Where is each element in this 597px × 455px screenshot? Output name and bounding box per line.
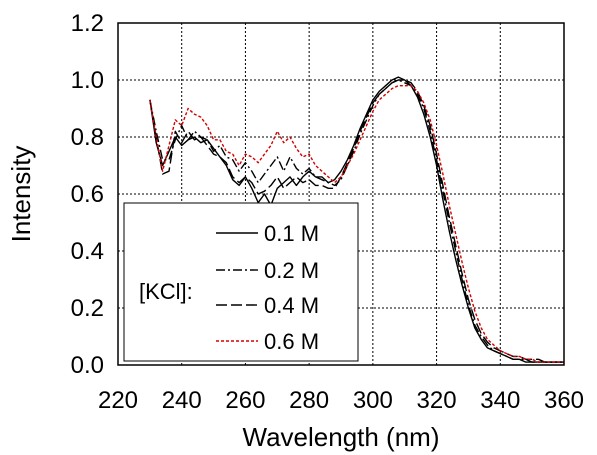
plot-frame [117, 22, 565, 366]
legend-title: [KCl]: [139, 279, 193, 304]
y-tick-label: 0.4 [71, 238, 104, 265]
legend-box [123, 202, 359, 362]
y-tick-label: 0.8 [71, 124, 104, 151]
y-axis-title: Intensity [6, 146, 36, 243]
legend-label: 0.2 M [264, 258, 319, 283]
y-tick-label: 1.2 [71, 10, 104, 37]
x-tick-label: 260 [225, 387, 265, 414]
series-lines [149, 76, 564, 363]
legend-label: 0.4 M [264, 293, 319, 318]
x-tick-labels: 220 240 260 280 300 320 340 360 [98, 387, 584, 414]
y-tick-label: 1.0 [71, 67, 104, 94]
x-axis-title: Wavelength (nm) [243, 422, 440, 452]
series-line-0-4-m [149, 79, 564, 363]
series-line-0-6-m [149, 84, 564, 363]
x-tick-label: 220 [98, 387, 138, 414]
legend: [KCl]: 0.1 M 0.2 M 0.4 M 0.6 M [123, 202, 359, 362]
y-tick-label: 0.2 [71, 295, 104, 322]
legend-entries: 0.1 M 0.2 M 0.4 M 0.6 M [216, 221, 319, 354]
y-tick-label: 0.0 [71, 352, 104, 379]
legend-label: 0.1 M [264, 221, 319, 246]
x-tick-label: 300 [353, 387, 393, 414]
legend-label: 0.6 M [264, 329, 319, 354]
y-tick-label: 0.6 [71, 181, 104, 208]
x-tick-label: 240 [162, 387, 202, 414]
series-line-0-2-m [149, 79, 564, 363]
x-tick-label: 360 [544, 387, 584, 414]
x-tick-label: 340 [480, 387, 520, 414]
x-tick-label: 320 [417, 387, 457, 414]
x-tick-label: 280 [289, 387, 329, 414]
y-tick-labels: 0.0 0.2 0.4 0.6 0.8 1.0 1.2 [71, 10, 104, 379]
